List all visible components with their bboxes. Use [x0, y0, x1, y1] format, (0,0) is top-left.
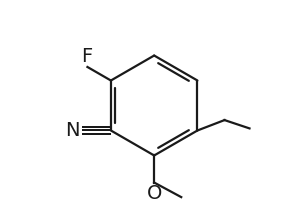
Text: N: N — [66, 121, 80, 140]
Text: F: F — [81, 47, 92, 66]
Text: O: O — [146, 184, 162, 203]
